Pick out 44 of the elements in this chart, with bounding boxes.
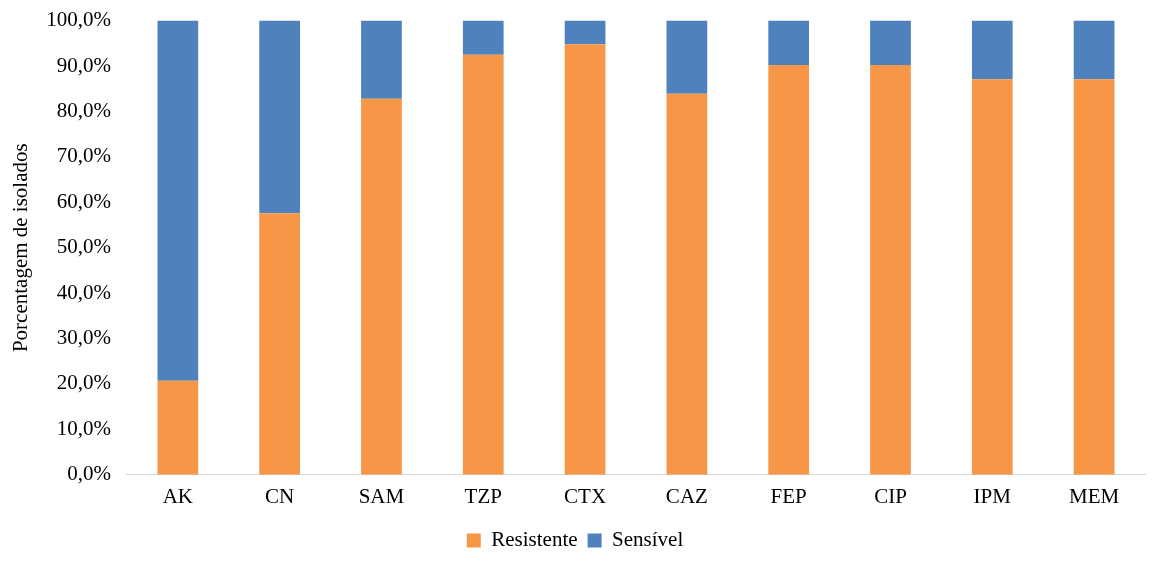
legend-label: Sensível <box>612 527 684 552</box>
y-tick-label: 40,0% <box>56 279 111 304</box>
bar <box>361 20 402 99</box>
bar <box>971 79 1013 475</box>
bar <box>768 65 810 475</box>
x-tick-label: FEP <box>770 483 807 508</box>
x-tick-label: IPM <box>973 483 1012 508</box>
y-tick-label: 70,0% <box>56 143 111 168</box>
bar <box>564 44 606 475</box>
x-tick-label: AK <box>162 483 194 508</box>
x-tick-label: CAZ <box>665 483 708 508</box>
bar <box>870 20 911 66</box>
x-tick-label: CN <box>265 483 295 508</box>
bar <box>157 20 199 381</box>
bar <box>1073 20 1115 80</box>
y-tick-label: 100,0% <box>46 7 111 32</box>
x-tick-label: MEM <box>1069 483 1120 508</box>
legend-label: Resistente <box>491 527 578 552</box>
y-tick-label: 10,0% <box>56 415 111 440</box>
bar <box>1073 79 1115 475</box>
bar <box>462 54 504 475</box>
x-tick-label: SAM <box>358 483 405 508</box>
bar <box>971 20 1013 80</box>
bar <box>564 20 606 45</box>
x-tick-label: CIP <box>874 483 907 508</box>
bar <box>666 93 708 475</box>
y-tick-label: 90,0% <box>56 52 111 77</box>
x-tick-label: TZP <box>464 483 502 508</box>
bar <box>462 20 504 55</box>
y-tick-label: 60,0% <box>56 188 111 213</box>
bar <box>259 213 301 475</box>
y-tick-label: 30,0% <box>56 325 111 350</box>
bar <box>870 65 911 475</box>
x-tick-label: CTX <box>564 483 607 508</box>
bar <box>361 98 402 475</box>
bar <box>259 20 301 214</box>
bar <box>157 380 199 475</box>
y-tick-label: 20,0% <box>56 370 111 395</box>
y-axis-title: Porcentagem de isolados <box>8 143 33 353</box>
y-tick-label: 0,0% <box>67 461 111 486</box>
y-tick-label: 80,0% <box>56 97 111 122</box>
y-tick-label: 50,0% <box>56 234 111 259</box>
bar <box>768 20 810 66</box>
bar <box>666 20 708 94</box>
